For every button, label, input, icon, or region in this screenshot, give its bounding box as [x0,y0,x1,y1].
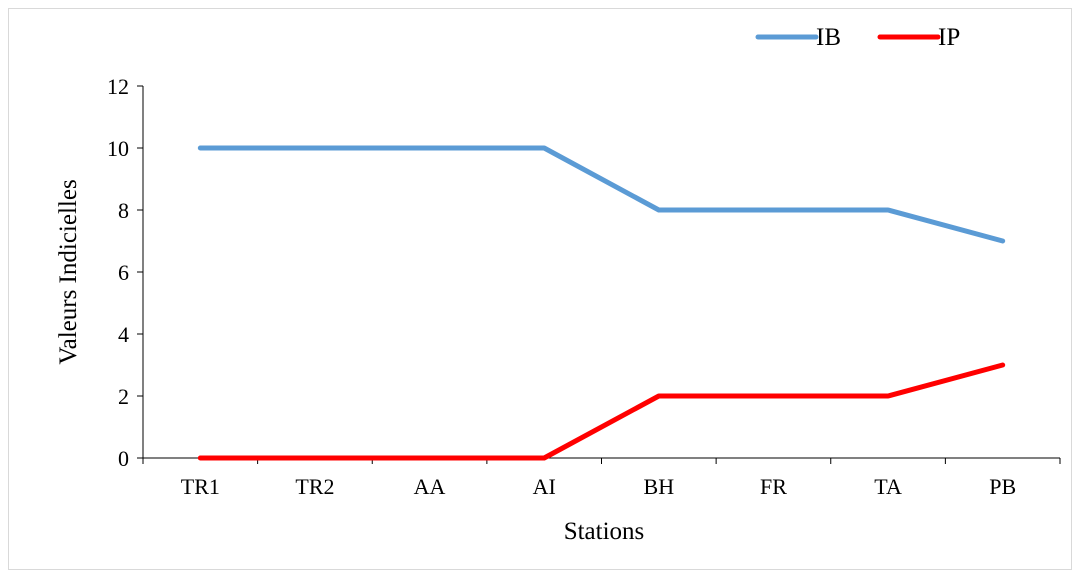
y-ticks: 0 2 4 6 8 10 12 [107,74,143,471]
x-tick-label: TA [874,474,902,499]
legend-label-ip: IP [938,24,960,51]
x-tick-label: AI [533,474,556,499]
series-line-ip [197,362,1006,461]
series-line-ib [197,145,1006,244]
x-tick-label: AA [414,474,446,499]
y-axis-title: Valeurs Indicielles [55,179,82,364]
y-tick-label: 12 [107,74,129,99]
y-tick-label: 2 [118,384,129,409]
chart-frame [8,8,1072,570]
x-tick-label: FR [760,474,787,499]
x-ticks: TR1 TR2 AA AI BH FR TA PB [142,458,1061,499]
y-tick-label: 10 [107,136,129,161]
x-tick-label: TR1 [181,474,220,499]
x-tick-label: TR2 [295,474,334,499]
legend: IB IP [755,24,960,51]
y-tick-label: 0 [118,446,129,471]
y-tick-label: 6 [118,260,129,285]
legend-label-ib: IB [816,24,841,51]
series-layer [197,145,1006,461]
y-tick-label: 8 [118,198,129,223]
x-axis-title: Stations [564,518,645,545]
x-tick-label: BH [644,474,675,499]
y-tick-label: 4 [118,322,129,347]
x-tick-label: PB [989,474,1016,499]
